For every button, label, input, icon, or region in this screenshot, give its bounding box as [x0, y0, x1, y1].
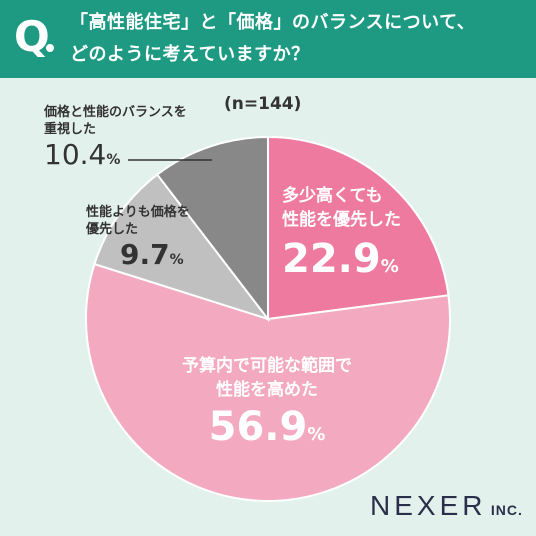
slice-unit: % [106, 152, 121, 168]
slice-value: 22.9 [282, 236, 381, 282]
sample-size-label: (n=144) [224, 94, 302, 114]
slice-unit: % [307, 424, 326, 445]
logo-inc: INC. [490, 502, 523, 518]
slice-label-line: 重視した [44, 122, 97, 137]
slice-unit: % [380, 256, 399, 277]
slice-unit: % [169, 252, 184, 268]
slice-value: 10.4 [44, 138, 107, 171]
slice-label-line: 価格と性能のバランスを [44, 105, 187, 120]
slice-label-price-priority: 性能よりも価格を 優先した 9.7% [86, 204, 190, 271]
slice-label-balance: 価格と性能のバランスを 重視した 10.4% [44, 104, 187, 171]
slice-label-line: 多少高くても [282, 186, 383, 206]
logo-main: NEXER [370, 490, 487, 521]
slice-label-line: 性能を高めた [216, 380, 318, 400]
slice-label-within-budget: 予算内で可能な範囲で 性能を高めた 56.9% [162, 354, 372, 450]
pie-slice-price-priority [93, 173, 271, 321]
pie-slice-balance [155, 135, 269, 322]
slice-label-performance-priority: 多少高くても 性能を優先した 22.9% [282, 184, 408, 282]
slice-label-line: 予算内で可能な範囲で [182, 356, 352, 376]
nexer-logo: NEXER INC. [370, 490, 523, 522]
q-mark: Q [14, 12, 50, 61]
slice-value: 56.9 [208, 404, 308, 450]
slice-value: 9.7 [120, 238, 170, 271]
question-header: Q 「高性能住宅」と「価格」のバランスについて、 どのように考えていますか？ [0, 0, 536, 78]
question-line-2: どのように考えていますか？ [70, 44, 310, 65]
pie-slice-performance-priority [267, 135, 450, 321]
slice-label-line: 性能を優先した [282, 210, 401, 230]
q-dot-icon [46, 44, 54, 52]
question-line-1: 「高性能住宅」と「価格」のバランスについて、 [70, 12, 476, 33]
slice-label-line: 性能よりも価格を [86, 205, 190, 220]
pie-slice-within-budget [85, 262, 451, 502]
slice-label-line: 優先した [86, 222, 139, 237]
